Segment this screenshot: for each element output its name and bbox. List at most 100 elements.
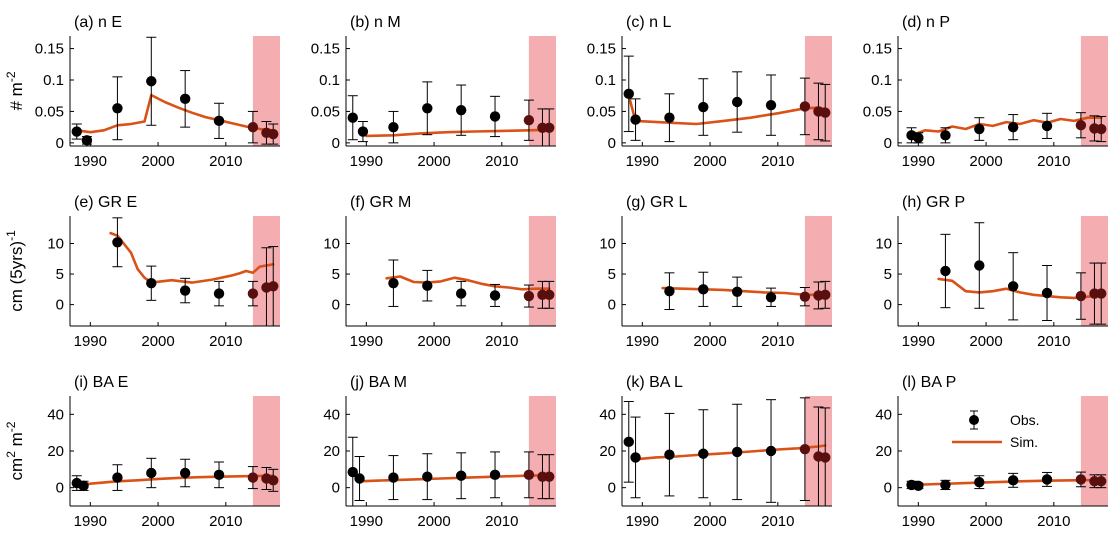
plot-area (937, 216, 1108, 326)
panel-title: (h) GR P (902, 194, 965, 211)
sim-line (385, 275, 551, 291)
obs-point (765, 292, 777, 303)
y-tick-label: 0 (56, 480, 64, 497)
panel-10: 0 20 40 1990 2000 2010 (j) BA M (323, 374, 556, 530)
panel-4: 0 0.05 0.1 0.15 1990 2000 2010 (d) n P (863, 14, 1108, 170)
obs-point (112, 103, 123, 114)
y-tick-label: 10 (323, 236, 340, 253)
panel-title: (j) BA M (350, 374, 407, 391)
y-tick-label: 0 (884, 135, 892, 152)
obs-point (940, 265, 951, 277)
obs-point (422, 103, 433, 114)
row-ylabel-3-part: 2 (4, 451, 18, 458)
panel-2: 0 0.05 0.1 0.15 1990 2000 2010 (b) n M (311, 14, 556, 170)
x-tick-label: 2010 (1037, 153, 1070, 170)
plot-area (109, 216, 280, 326)
obs-point (71, 126, 82, 137)
obs-point (523, 290, 535, 302)
panel-3: 0 0.05 0.1 0.15 1990 2000 2010 (c) n L (587, 14, 832, 170)
y-tick-label: 0.15 (587, 41, 616, 58)
obs-point (523, 115, 535, 126)
plot-area (906, 36, 1108, 146)
sim-line (910, 116, 1103, 137)
legend-sim-label: Sim. (1010, 434, 1038, 450)
obs-point (268, 281, 279, 292)
y-tick-label: 0.1 (43, 72, 64, 89)
obs-point (1075, 474, 1087, 485)
y-tick-label: 0 (608, 297, 616, 314)
obs-point (799, 101, 811, 112)
x-tick-label: 2010 (485, 513, 518, 530)
obs-point (1096, 288, 1107, 299)
panel-title: (b) n M (350, 14, 401, 31)
panel-title: (c) n L (626, 14, 671, 31)
obs-point (213, 469, 225, 481)
y-tick-label: 0.15 (35, 41, 64, 58)
obs-point (698, 101, 709, 113)
sim-line (634, 444, 827, 461)
obs-point (422, 471, 433, 482)
panel-title: (g) GR L (626, 194, 687, 211)
panel-11: 0 20 40 1990 2000 2010 (k) BA L (599, 374, 832, 530)
obs-point (940, 479, 951, 491)
x-tick-label: 1990 (74, 513, 107, 530)
sim-line (358, 473, 551, 483)
x-tick-label: 1990 (74, 153, 107, 170)
x-tick-label: 2000 (141, 333, 174, 350)
x-tick-label: 2010 (761, 513, 794, 530)
y-tick-label: 0.15 (863, 41, 892, 58)
row-ylabel-3-part: m (7, 432, 26, 451)
obs-point (112, 472, 123, 483)
y-tick-label: 0 (608, 135, 616, 152)
x-tick-label: 1990 (626, 513, 659, 530)
obs-point (974, 123, 985, 135)
x-tick-label: 1990 (626, 333, 659, 350)
x-tick-label: 2010 (209, 333, 242, 350)
obs-point (630, 114, 641, 125)
panel-title: (e) GR E (74, 194, 137, 211)
obs-point (179, 285, 191, 296)
x-tick-label: 1990 (350, 333, 383, 350)
x-tick-label: 2000 (141, 153, 174, 170)
plot-area (71, 36, 280, 146)
y-tick-label: 0.1 (319, 72, 340, 89)
panel-5: 0 5 10 1990 2000 2010 (e) GR E (47, 194, 280, 350)
x-tick-label: 1990 (902, 513, 935, 530)
obs-point (179, 93, 191, 105)
obs-point (268, 475, 279, 486)
x-tick-label: 1990 (626, 153, 659, 170)
obs-point (623, 436, 634, 448)
panel-title: (i) BA E (74, 374, 128, 391)
obs-point (388, 472, 399, 483)
y-tick-label: 0.05 (311, 103, 340, 120)
legend-obs-marker (969, 415, 979, 425)
obs-point (664, 112, 675, 123)
obs-point (820, 107, 831, 118)
x-tick-label: 2000 (969, 153, 1002, 170)
y-tick-label: 0.15 (311, 41, 340, 58)
obs-point (1041, 287, 1053, 299)
obs-point (523, 469, 535, 481)
obs-point (388, 278, 399, 289)
panel-8: 0 5 10 1990 2000 2010 (h) GR P (875, 194, 1108, 350)
obs-point (731, 286, 743, 297)
panel-1: 0 0.05 0.1 0.15 1990 2000 2010 (a) n E (35, 14, 280, 170)
obs-point (1096, 476, 1107, 487)
x-tick-label: 2010 (485, 333, 518, 350)
obs-point (357, 126, 369, 137)
y-tick-label: 20 (875, 443, 892, 460)
y-tick-label: 0.1 (595, 72, 616, 89)
y-tick-label: 0.05 (863, 103, 892, 120)
y-tick-label: 0.05 (35, 103, 64, 120)
obs-point (698, 448, 709, 459)
obs-point (765, 445, 777, 457)
obs-point (1075, 120, 1087, 131)
obs-point (347, 466, 358, 478)
y-tick-label: 0 (56, 297, 64, 314)
x-tick-label: 2000 (417, 333, 450, 350)
obs-point (268, 128, 279, 140)
obs-point (544, 471, 555, 482)
sim-line (937, 277, 1103, 300)
obs-point (489, 469, 501, 481)
row-ylabel-2-part: cm (5yrs) (7, 241, 26, 312)
